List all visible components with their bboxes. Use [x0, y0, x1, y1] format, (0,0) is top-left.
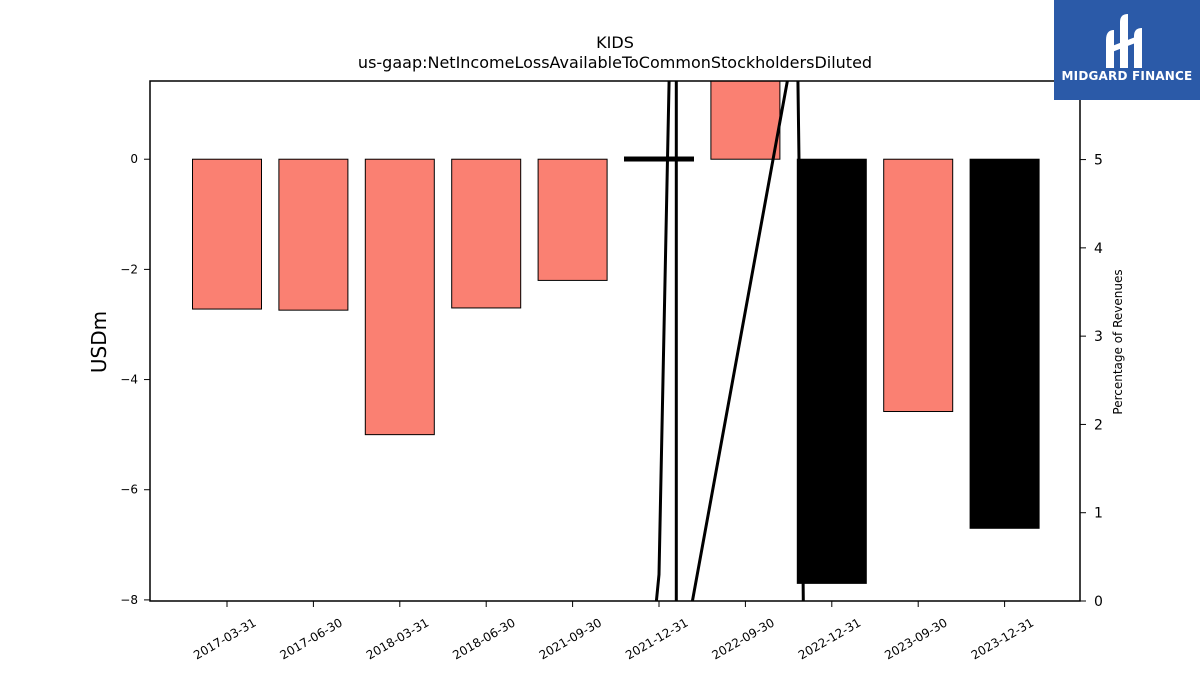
y-tick-label: −8 — [120, 593, 138, 607]
y-axis-label: USDm — [87, 311, 111, 373]
x-tick-label: 2023-09-30 — [882, 615, 949, 662]
x-tick-label: 2018-03-31 — [364, 615, 431, 662]
x-tick-label: 2022-12-31 — [796, 615, 863, 662]
x-tick-label: 2022-09-30 — [709, 615, 776, 662]
bar-2022-12-31 — [796, 158, 867, 584]
bar-2018-06-30 — [451, 158, 522, 309]
chart-subtitle: us-gaap:NetIncomeLossAvailableToCommonSt… — [358, 53, 872, 72]
y2-tick-label: 4 — [1094, 241, 1103, 257]
x-tick-label: 2017-03-31 — [191, 615, 258, 662]
x-tick-label: 2018-06-30 — [450, 615, 517, 662]
y2-tick-label: 1 — [1094, 506, 1103, 522]
y2-tick-label: 2 — [1094, 417, 1103, 433]
x-tick-label: 2023-12-31 — [969, 615, 1036, 662]
x-tick-label: 2017-06-30 — [277, 615, 344, 662]
bar-2023-09-30 — [883, 158, 954, 413]
bar-2018-03-31 — [364, 158, 435, 436]
chart-title: KIDS — [596, 33, 634, 52]
y-tick-label: 0 — [130, 152, 138, 166]
percentage-line — [654, 81, 805, 601]
logo-text: MIDGARD FINANCE — [1061, 69, 1193, 83]
bar-2017-06-30 — [278, 158, 349, 311]
bar-2022-09-30 — [710, 81, 781, 160]
bar-2021-09-30 — [537, 158, 608, 281]
bars — [192, 81, 1040, 601]
y-tick-label: −4 — [120, 373, 138, 387]
y2-axis-label: Percentage of Revenues — [1111, 269, 1125, 414]
logo-badge: MIDGARD FINANCE — [1054, 0, 1200, 100]
bar-2023-12-31 — [969, 158, 1040, 529]
plot-frame — [149, 80, 1081, 602]
y-tick-label: −6 — [120, 483, 138, 497]
y2-tick-label: 5 — [1094, 153, 1103, 169]
plot-area: 0 −2 −4 −6 −8 0 1 2 3 4 5 2017-03-31 2017-06-30 2018-… — [120, 80, 1103, 662]
y2-tick-label: 0 — [1094, 594, 1103, 610]
bar-2017-03-31 — [192, 158, 262, 310]
x-tick-label: 2021-09-30 — [537, 615, 604, 662]
logo-mark-icon — [1106, 14, 1142, 68]
y-tick-label: −2 — [120, 262, 138, 276]
y2-tick-label: 3 — [1094, 329, 1103, 345]
x-tick-label: 2021-12-31 — [623, 615, 690, 662]
bar-2021-12-31 — [624, 156, 694, 162]
